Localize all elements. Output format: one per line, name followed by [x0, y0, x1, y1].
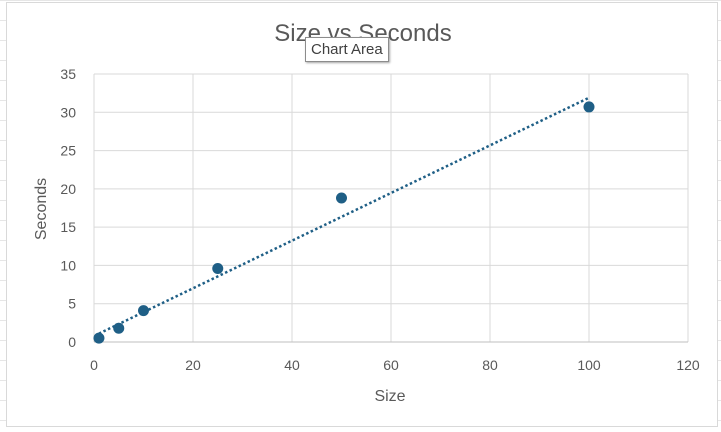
x-tick-label: 0 — [90, 357, 98, 373]
x-axis-title: Size — [374, 388, 405, 405]
x-tick-label: 100 — [577, 357, 601, 373]
y-tick-label: 30 — [60, 104, 76, 120]
data-point[interactable] — [138, 305, 149, 317]
chart-area[interactable]: 0 5 10 15 20 25 30 35 0 20 40 60 80 100 120 Size vs Se… — [6, 2, 718, 427]
data-point[interactable] — [113, 322, 125, 334]
y-tick-label: 20 — [60, 181, 76, 197]
y-tick-label: 15 — [60, 219, 76, 235]
y-axis-title: Seconds — [33, 178, 50, 240]
chart-area-tooltip: Chart Area — [305, 37, 389, 62]
y-tick-label: 25 — [60, 143, 76, 159]
data-point[interactable] — [336, 192, 347, 204]
gridlines — [93, 73, 689, 343]
tick-labels: 0 5 10 15 20 25 30 35 0 20 40 60 80 100 120 — [60, 66, 699, 373]
y-tick-label: 0 — [68, 334, 76, 350]
x-tick-label: 60 — [383, 357, 399, 373]
y-tick-label: 5 — [68, 296, 76, 312]
data-point[interactable] — [93, 332, 105, 344]
y-tick-label: 35 — [60, 66, 76, 82]
linear-trendline[interactable] — [98, 96, 590, 335]
x-tick-label: 40 — [284, 357, 300, 373]
trendline — [98, 96, 590, 335]
x-tick-label: 80 — [482, 357, 498, 373]
data-point[interactable] — [212, 262, 224, 274]
x-tick-label: 120 — [676, 357, 700, 373]
y-tick-label: 10 — [60, 257, 76, 273]
data-points — [93, 101, 595, 344]
data-point[interactable] — [583, 101, 595, 113]
x-tick-label: 20 — [185, 357, 201, 373]
